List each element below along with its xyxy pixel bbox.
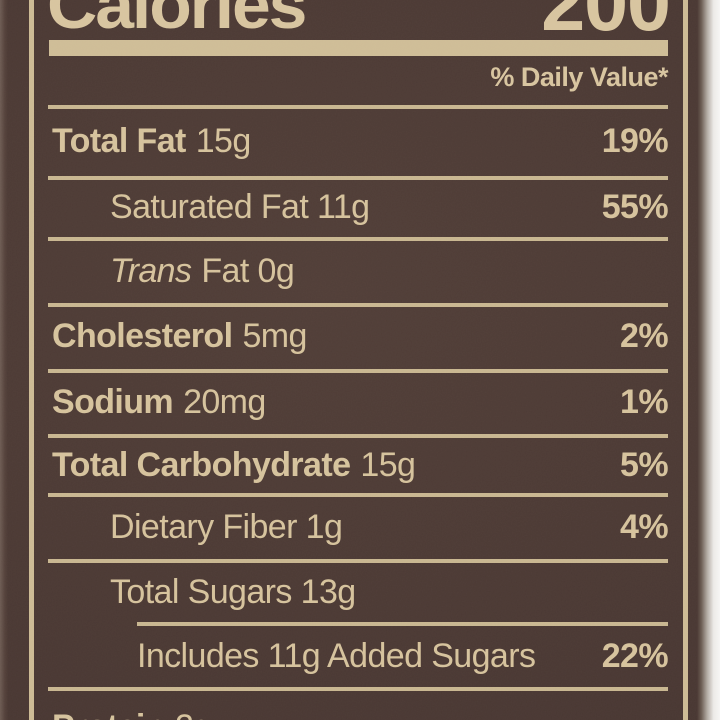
daily-value-percent: 22% [601,637,669,675]
nutrient-name: Cholesterol 5mg [48,319,307,353]
nutrient-amount: Includes 11g Added Sugars [137,637,536,675]
daily-value-percent: 1% [620,383,669,421]
divider-indented [137,622,668,626]
daily-value-percent: 19% [601,122,669,160]
nutrient-amount: 15g [195,122,252,160]
nutrient-name: Trans Fat 0g [48,252,295,290]
nutrient-name-italic: Trans [110,252,192,290]
nutrient-amount: 5mg [242,317,307,355]
nutrient-row-added-sugars: Includes 11g Added Sugars 22% [48,631,669,681]
nutrient-row-trans-fat: Trans Fat 0g [48,246,668,296]
divider [48,493,668,497]
divider [48,176,668,180]
nutrient-name-bold: Sodium [52,383,174,421]
nutrient-row-saturated-fat: Saturated Fat 11g 55% [48,182,669,232]
nutrient-name: Saturated Fat 11g [48,188,370,226]
nutrient-row-protein: Protein 2g [48,697,668,720]
divider [48,434,668,438]
nutrient-name: Total Fat 15g [48,124,251,158]
nutrient-name: Total Carbohydrate 15g [48,446,416,484]
nutrient-row-total-sugars: Total Sugars 13g [48,567,668,617]
daily-value-percent: 4% [620,508,669,546]
divider [48,303,668,307]
divider [48,369,668,373]
nutrient-name-bold: Total Carbohydrate [52,446,351,484]
nutrient-name: Includes 11g Added Sugars [48,637,536,675]
nutrient-name-bold: Protein [52,708,166,720]
nutrient-amount: 20mg [183,383,266,421]
nutrient-amount: Saturated Fat 11g [110,188,370,226]
nutrient-name: Dietary Fiber 1g [48,508,343,546]
nutrient-amount: Dietary Fiber 1g [110,508,343,546]
calories-underline-bar [49,40,668,56]
daily-value-percent: 5% [620,446,669,484]
daily-value-percent: 2% [620,317,669,355]
photo-edge-right [697,0,720,720]
nutrient-amount: 15g [360,446,416,484]
nutrient-name: Protein 2g [48,710,212,720]
calories-label: Calories [47,0,307,43]
nutrient-name: Sodium 20mg [48,385,266,419]
nutrient-amount: 2g [175,708,212,720]
daily-value-percent: 55% [601,188,669,226]
divider [48,237,668,241]
nutrient-name-bold: Total Fat [52,122,186,160]
divider [48,687,668,691]
nutrient-name: Total Sugars 13g [48,575,356,609]
daily-value-header: % Daily Value* [490,62,668,92]
divider [48,105,668,109]
nutrient-amount: Fat 0g [201,252,295,290]
nutrient-row-total-carbohydrate: Total Carbohydrate 15g 5% [48,440,669,490]
nutrient-row-dietary-fiber: Dietary Fiber 1g 4% [48,502,669,552]
calories-value: 200 [541,0,671,47]
nutrient-name-bold: Cholesterol [52,317,233,355]
divider [48,559,668,563]
nutrient-row-cholesterol: Cholesterol 5mg 2% [48,311,669,361]
nutrient-amount: Total Sugars 13g [110,573,356,611]
nutrient-row-total-fat: Total Fat 15g 19% [48,116,669,166]
nutrient-row-sodium: Sodium 20mg 1% [48,377,669,427]
